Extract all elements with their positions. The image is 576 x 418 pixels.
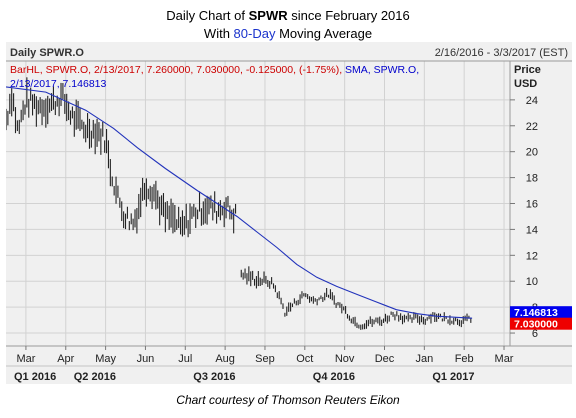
x-quarter-label: Q1 2016 (14, 371, 56, 383)
x-quarter-label: Q4 2016 (313, 371, 355, 383)
x-month-label: Dec (375, 353, 395, 365)
y-tick-label: 6 (532, 328, 538, 340)
legend: BarHL, SPWR.O, 2/13/2017, 7.260000, 7.03… (10, 64, 419, 90)
moving-average-period: 80-Day (233, 26, 276, 41)
y-axis-ticks: 681012141618202224 (510, 95, 538, 340)
price-tag-label: 7.030000 (514, 319, 558, 331)
y-tick-label: 22 (526, 121, 538, 133)
x-month-label: Jun (137, 353, 155, 365)
y-tick-label: 10 (526, 276, 538, 288)
y-axis-label-price: Price (514, 64, 541, 76)
legend-sma-label: SMA, SPWR.O, (345, 64, 419, 76)
x-month-label: Nov (335, 353, 355, 365)
price-bars (5, 77, 472, 330)
y-tick-label: 20 (526, 147, 538, 159)
x-quarter-label: Q2 2016 (74, 371, 116, 383)
grid-lines (6, 61, 510, 346)
x-month-label: Oct (296, 353, 313, 365)
legend-bar-text: BarHL, SPWR.O, 2/13/2017, 7.260000, 7.03… (10, 64, 345, 76)
ticker-symbol: SPWR (248, 8, 288, 23)
legend-sma-value: 2/13/2017, 7.146813 (10, 78, 107, 90)
panel-name: Daily SPWR.O (10, 47, 84, 59)
x-month-label: Mar (495, 353, 514, 365)
sma-line (5, 86, 473, 319)
price-tag-box (510, 317, 572, 330)
price-tag-label: 7.146813 (514, 307, 558, 319)
x-month-label: May (95, 353, 116, 365)
x-axis-labels: Mar Apr May Jun Jul Aug Sep Oct Nov Dec Jan Feb Mar Q… (14, 346, 514, 383)
price-tag-box (510, 306, 572, 319)
date-range: 2/16/2016 - 3/3/2017 (EST) (435, 47, 568, 59)
y-axis-label-usd: USD (514, 78, 537, 90)
chart-caption: Chart courtesy of Thomson Reuters Eikon (176, 393, 400, 407)
y-tick-label: 18 (526, 173, 538, 185)
y-tick-label: 16 (526, 199, 538, 211)
y-tick-label: 24 (526, 95, 538, 107)
price-chart: Daily SPWR.O 2/16/2016 - 3/3/2017 (EST) … (5, 47, 572, 383)
x-month-label: Mar (16, 353, 35, 365)
x-quarter-label: Q3 2016 (193, 371, 235, 383)
x-month-label: Jan (415, 353, 433, 365)
x-month-label: Aug (215, 353, 235, 365)
x-month-label: Sep (255, 353, 275, 365)
chart-title-line1: Daily Chart of SPWR since February 2016 (166, 8, 410, 23)
x-month-label: Jul (178, 353, 192, 365)
x-month-label: Feb (455, 353, 474, 365)
x-month-label: Apr (57, 353, 74, 365)
x-quarter-label: Q1 2017 (432, 371, 474, 383)
y-tick-label: 14 (526, 224, 538, 236)
chart-panel: Daily SPWR.O 2/16/2016 - 3/3/2017 (EST) … (5, 42, 572, 384)
y-tick-label: 12 (526, 250, 538, 262)
chart-title-line2: With 80-Day Moving Average (203, 26, 373, 41)
